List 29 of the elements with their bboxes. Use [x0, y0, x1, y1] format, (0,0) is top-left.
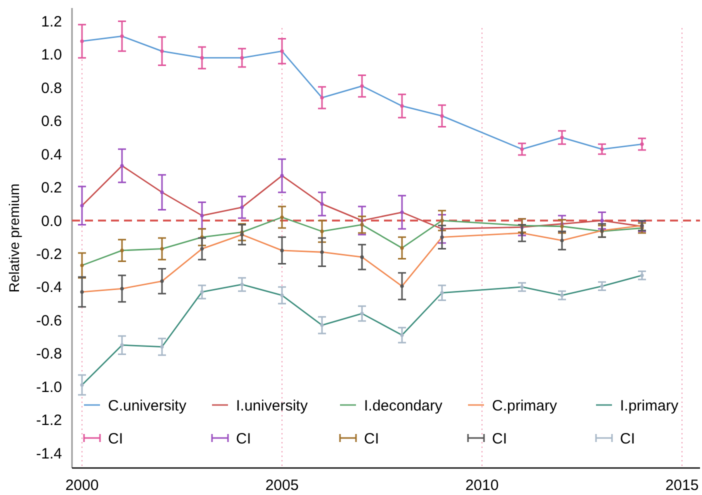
legend-label: C.primary: [492, 397, 558, 414]
y-tick-label: -0.4: [36, 279, 62, 296]
y-tick-label: -0.8: [36, 346, 62, 363]
x-tick-label: 2005: [265, 477, 299, 494]
y-tick-label: -1.2: [36, 412, 62, 430]
legend-label: CI: [620, 430, 635, 448]
legend-label: I.university: [236, 397, 308, 414]
legend-label: CI: [364, 430, 379, 448]
legend-label: CI: [236, 430, 251, 448]
legend-label: CI: [108, 430, 123, 448]
legend-label: I.primary: [620, 397, 679, 414]
y-tick-label: -0.2: [36, 246, 62, 264]
x-tick-label: 2000: [65, 477, 99, 494]
x-tick-label: 2010: [465, 477, 499, 494]
y-tick-label: 0.6: [41, 113, 62, 130]
y-axis-title: Relative premium: [6, 184, 22, 292]
y-tick-label: 0.4: [41, 146, 62, 164]
y-tick-label: 0.8: [41, 80, 62, 97]
y-tick-label: 0.2: [41, 180, 62, 197]
y-tick-label: 1.2: [41, 14, 62, 31]
y-tick-label: 1.0: [41, 46, 62, 64]
legend-label: I.decondary: [364, 397, 443, 414]
legend-label: C.university: [108, 397, 187, 414]
legend-label: CI: [492, 430, 507, 448]
y-tick-label: -0.6: [36, 312, 62, 330]
y-tick-label: 0.0: [41, 212, 62, 230]
y-tick-label: -1.4: [36, 445, 62, 462]
x-tick-label: 2015: [665, 477, 699, 494]
y-tick-label: -1.0: [36, 378, 62, 396]
